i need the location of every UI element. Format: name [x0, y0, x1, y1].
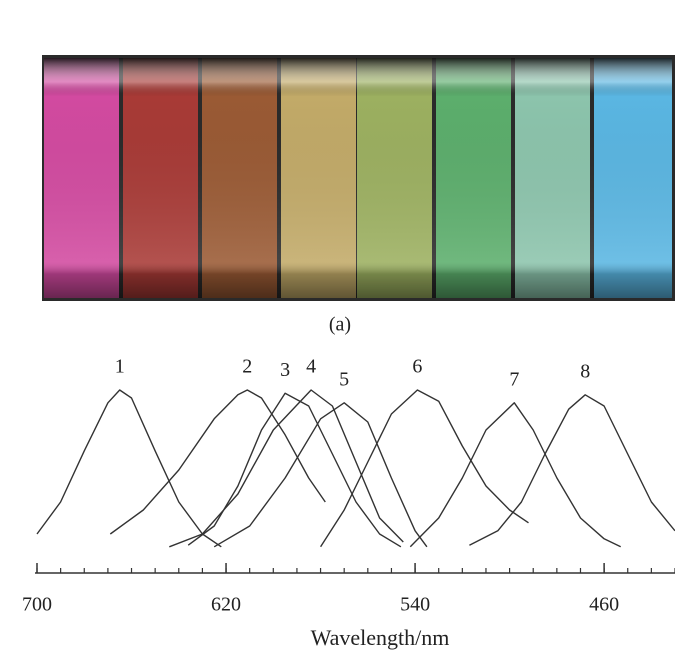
vial-shading [44, 58, 672, 298]
peak-label: 8 [580, 360, 590, 382]
x-tick-label: 460 [589, 594, 619, 616]
spectrum-line [213, 402, 428, 548]
peak-label: 4 [306, 356, 316, 378]
x-axis-label: Wavelength/nm [311, 625, 450, 650]
peak-label: 6 [412, 356, 422, 378]
peak-label: 5 [339, 368, 349, 390]
vial-photo [42, 55, 675, 301]
x-tick-label: 620 [211, 594, 241, 616]
peak-label: 2 [242, 356, 252, 378]
peak-label: 7 [509, 368, 519, 390]
spectrum-line [469, 394, 675, 546]
peak-label: 3 [280, 359, 290, 381]
spectrum-line [187, 392, 402, 548]
spectrum-line [169, 389, 404, 548]
spectrum-line [36, 389, 222, 548]
x-tick-label: 540 [400, 594, 430, 616]
caption: (a) [329, 314, 351, 336]
spectrum-line [320, 389, 529, 548]
x-tick-label: 700 [22, 594, 52, 616]
peak-label: 1 [115, 356, 125, 378]
spectrum-line [109, 389, 326, 535]
spectrum-line [409, 402, 622, 548]
